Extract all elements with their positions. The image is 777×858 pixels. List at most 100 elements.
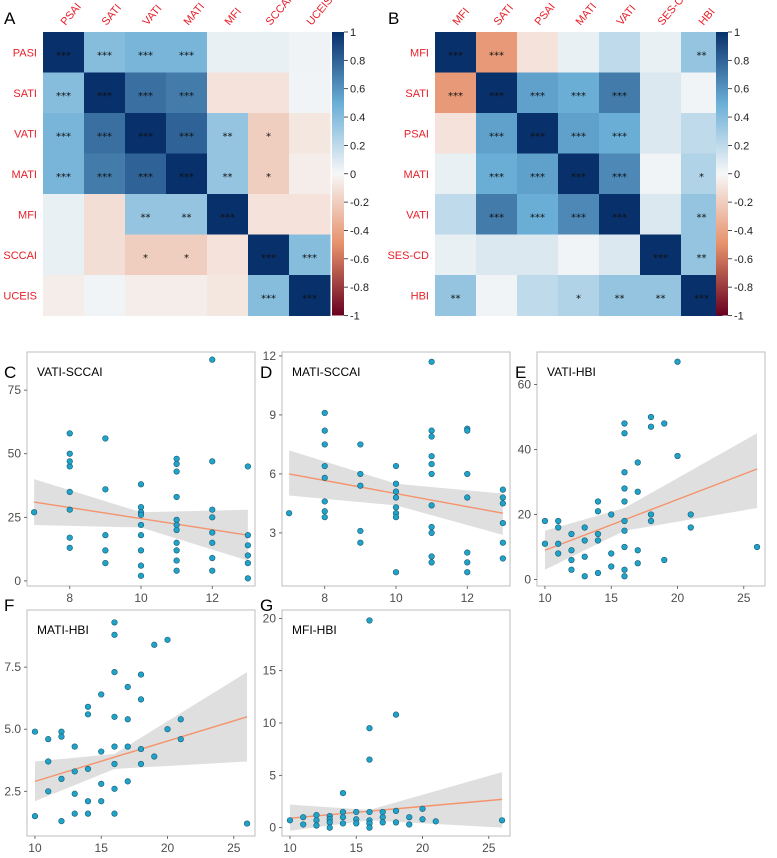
data-point bbox=[58, 775, 65, 782]
heatmap-cell bbox=[640, 194, 682, 235]
data-point bbox=[321, 462, 328, 470]
colorbar-tick-label: -0.4 bbox=[350, 225, 369, 237]
data-point bbox=[674, 452, 681, 460]
heatmap-cell bbox=[125, 32, 167, 73]
y-tick-label: 20 bbox=[518, 508, 532, 522]
data-point bbox=[392, 807, 400, 814]
significance-label: *** bbox=[138, 91, 153, 102]
data-point bbox=[541, 540, 549, 547]
heatmap-cell bbox=[125, 72, 167, 114]
data-point bbox=[173, 539, 180, 546]
heatmap-cell bbox=[517, 32, 559, 73]
data-point bbox=[177, 736, 184, 743]
significance-label: *** bbox=[261, 253, 276, 264]
significance-label: * bbox=[266, 131, 271, 142]
significance-label: *** bbox=[448, 91, 463, 102]
heatmap-cell bbox=[517, 72, 559, 114]
heatmap-cell bbox=[84, 72, 126, 114]
data-point bbox=[137, 671, 145, 678]
data-point bbox=[581, 537, 588, 544]
data-point bbox=[66, 450, 73, 457]
data-point bbox=[687, 511, 694, 518]
heatmap-col-label: MATI bbox=[574, 1, 600, 28]
heatmap-cell bbox=[681, 32, 723, 73]
colorbar-tick-label: -0.6 bbox=[350, 254, 369, 266]
data-point bbox=[621, 527, 628, 534]
significance-label: *** bbox=[489, 131, 504, 142]
heatmap-cell bbox=[84, 234, 126, 276]
data-point bbox=[84, 810, 92, 817]
heatmap-cell bbox=[207, 153, 249, 195]
data-point bbox=[326, 819, 333, 826]
data-point bbox=[84, 711, 92, 718]
data-point bbox=[621, 543, 628, 551]
y-tick-label: 0 bbox=[524, 573, 531, 587]
x-tick-label: 15 bbox=[95, 841, 109, 855]
data-point bbox=[151, 641, 158, 648]
heatmap-cell bbox=[125, 234, 167, 276]
data-point bbox=[428, 470, 435, 478]
data-point bbox=[111, 713, 118, 720]
data-point bbox=[98, 748, 105, 755]
heatmap-cell bbox=[248, 275, 290, 316]
data-point bbox=[568, 556, 575, 564]
plot-title: MATI-HBI bbox=[37, 623, 89, 637]
significance-label: ** bbox=[451, 293, 461, 304]
heatmap-cell bbox=[435, 32, 477, 73]
heatmap-cell bbox=[43, 234, 85, 276]
heatmap-cell bbox=[207, 32, 249, 73]
significance-label: *** bbox=[448, 50, 463, 61]
data-point bbox=[568, 547, 575, 554]
data-point bbox=[71, 743, 78, 750]
panel-letter-d: D bbox=[260, 363, 272, 382]
data-point bbox=[621, 420, 628, 427]
data-point bbox=[464, 427, 471, 434]
significance-label: ** bbox=[141, 212, 151, 223]
y-tick-label: 0 bbox=[14, 574, 21, 588]
heatmap-col-label: SES-CD bbox=[656, 0, 692, 28]
data-point bbox=[594, 537, 602, 544]
heatmap-cell bbox=[599, 234, 641, 276]
heatmap-col-label: UCEIS bbox=[305, 0, 336, 28]
data-point bbox=[392, 711, 400, 718]
data-point bbox=[45, 736, 52, 743]
heatmap-cell bbox=[435, 153, 477, 195]
data-point bbox=[498, 817, 506, 824]
data-point bbox=[634, 547, 641, 554]
data-point bbox=[464, 569, 471, 576]
data-point bbox=[243, 820, 251, 827]
data-point bbox=[98, 798, 105, 805]
heatmap-cell bbox=[166, 113, 208, 154]
data-point bbox=[137, 532, 145, 539]
data-point bbox=[634, 560, 641, 567]
data-point bbox=[71, 810, 78, 817]
x-tick-label: 20 bbox=[416, 841, 430, 855]
significance-label: *** bbox=[530, 172, 545, 183]
significance-label: * bbox=[266, 172, 271, 183]
heatmap-cell bbox=[84, 113, 126, 154]
data-point bbox=[111, 619, 118, 626]
significance-label: *** bbox=[694, 293, 709, 304]
heatmap-cell bbox=[435, 234, 477, 276]
heatmap-cell bbox=[640, 113, 682, 154]
heatmap-cell bbox=[640, 275, 682, 316]
heatmap-row-label: MATI bbox=[12, 169, 37, 181]
x-tick-label: 10 bbox=[28, 841, 42, 855]
heatmap-col-label: PSAI bbox=[59, 1, 84, 28]
data-point bbox=[71, 768, 78, 775]
data-point bbox=[173, 468, 180, 475]
data-point bbox=[464, 470, 471, 478]
data-point bbox=[357, 482, 364, 489]
x-tick-label: 25 bbox=[482, 841, 496, 855]
data-point bbox=[428, 460, 435, 468]
colorbar-tick-label: 0 bbox=[734, 169, 740, 181]
heatmap-cell bbox=[517, 194, 559, 235]
colorbar-b: 1 0.8 0.6 0.4 0.2 0 -0.2 -0.4 -0.6 -0.8 -1 bbox=[716, 27, 753, 323]
data-point bbox=[674, 358, 681, 365]
data-point bbox=[366, 756, 373, 763]
data-point bbox=[339, 808, 347, 816]
heatmap-col-label: VATI bbox=[141, 3, 165, 28]
colorbar-tick-label: 0.6 bbox=[350, 84, 365, 96]
significance-label: *** bbox=[489, 212, 504, 223]
heatmap-cell bbox=[435, 194, 477, 235]
